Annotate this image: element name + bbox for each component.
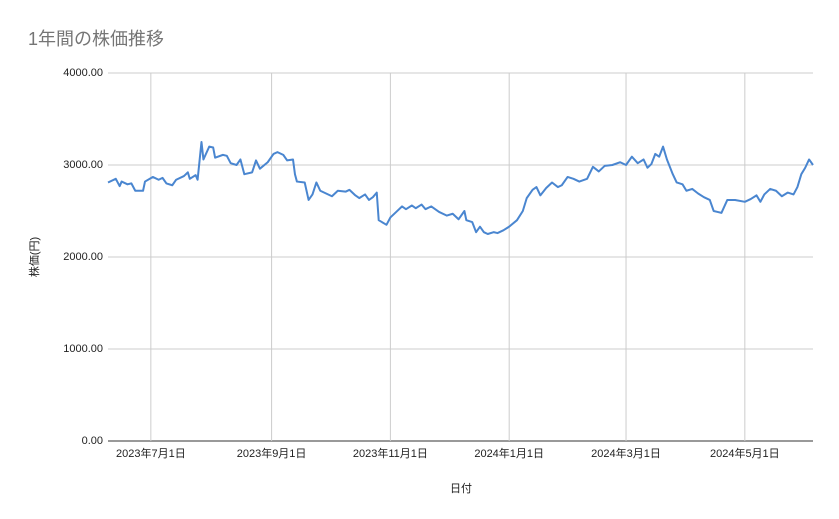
- x-tick-label: 2024年1月1日: [474, 446, 544, 460]
- y-tick-label: 3000.00: [63, 159, 103, 171]
- y-axis-label: 株価(円): [27, 237, 41, 277]
- chart-title: 1年間の株価推移: [28, 29, 164, 49]
- y-tick-label: 4000.00: [63, 67, 103, 79]
- y-tick-label: 0.00: [82, 435, 103, 447]
- x-tick-label: 2024年3月1日: [591, 446, 661, 460]
- y-tick-label: 1000.00: [63, 343, 103, 355]
- y-tick-label: 2000.00: [63, 251, 103, 263]
- x-tick-label: 2023年9月1日: [237, 446, 307, 460]
- x-tick-label: 2024年5月1日: [710, 446, 780, 460]
- x-tick-label: 2023年7月1日: [116, 446, 186, 460]
- x-axis-label: 日付: [450, 482, 472, 495]
- price-line: [107, 141, 814, 235]
- x-tick-label: 2023年11月1日: [353, 446, 428, 460]
